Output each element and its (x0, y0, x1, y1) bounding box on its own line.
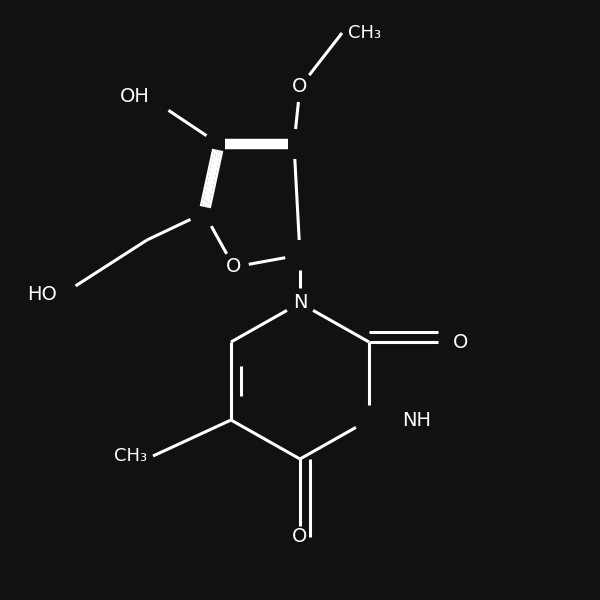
Text: OH: OH (120, 86, 150, 106)
Text: O: O (292, 527, 308, 547)
Text: N: N (293, 293, 307, 313)
Text: O: O (292, 77, 308, 97)
Text: CH₃: CH₃ (348, 24, 381, 42)
Text: HO: HO (27, 284, 57, 304)
Text: CH₃: CH₃ (114, 447, 147, 465)
Text: NH: NH (402, 410, 431, 430)
Text: O: O (226, 257, 242, 277)
Text: O: O (453, 332, 469, 352)
